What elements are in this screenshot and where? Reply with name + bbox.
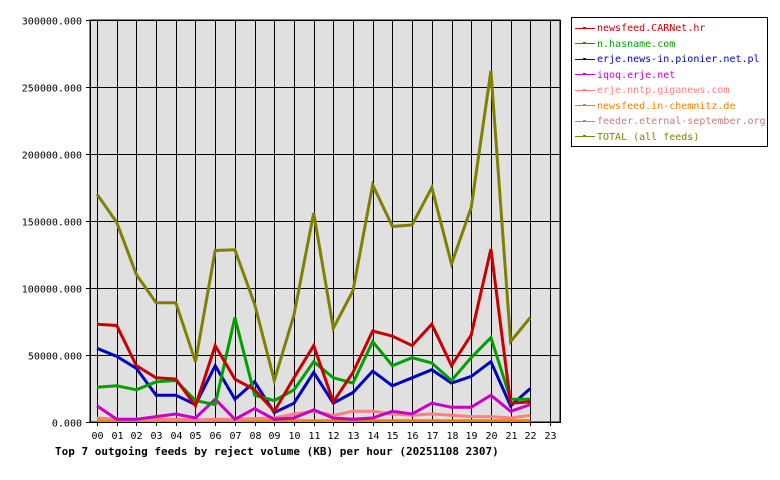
series-line — [95, 70, 532, 387]
plot-border — [90, 20, 561, 423]
legend-label: feeder.eternal-september.org — [597, 116, 766, 128]
y-tick-label: 300000.000 — [22, 17, 82, 28]
legend-line-icon — [575, 86, 595, 96]
legend-item: n.hasname.com — [575, 37, 767, 53]
legend-line-icon — [575, 24, 595, 34]
legend-item: iqoq.erje.net — [575, 68, 767, 84]
legend-label: erje.news-in.pionier.net.pl — [597, 54, 760, 66]
series-lines — [95, 70, 532, 423]
y-tick-label: 250000.000 — [22, 84, 82, 95]
x-tick-label: 06 — [209, 431, 221, 442]
x-tick-label: 16 — [406, 431, 418, 442]
series-line — [96, 317, 531, 407]
legend-label: n.hasname.com — [597, 38, 676, 50]
series-line — [96, 346, 532, 415]
y-tick-label: 0.000 — [52, 419, 82, 430]
legend-item: newsfeed.in-chemnitz.de — [575, 99, 767, 115]
x-tick-label: 03 — [150, 431, 162, 442]
x-tick-label: 01 — [111, 431, 123, 442]
legend-label: TOTAL (all feeds) — [597, 131, 700, 143]
x-tick-label: 04 — [170, 431, 182, 442]
series-line — [96, 248, 531, 414]
y-tick-label: 100000.000 — [22, 285, 82, 296]
series-line — [96, 393, 531, 422]
legend-label: erje.nntp.giganews.com — [597, 85, 730, 97]
x-tick-label: 07 — [229, 431, 241, 442]
y-tick-label: 150000.000 — [22, 218, 82, 229]
x-tick-label: 11 — [308, 431, 320, 442]
legend-item: erje.news-in.pionier.net.pl — [575, 52, 767, 68]
y-tick-label: 200000.000 — [22, 151, 82, 162]
legend-label: iqoq.erje.net — [597, 69, 676, 81]
legend-line-icon — [575, 55, 595, 65]
x-tick-label: 00 — [91, 431, 103, 442]
x-tick-label: 05 — [189, 431, 201, 442]
y-tick-label: 50000.000 — [28, 352, 82, 363]
x-tick-label: 12 — [327, 431, 339, 442]
x-axis: 00 01 02 03 04 05 06 07 08 09 10 11 12 13 14 15 16 17 18 19… — [91, 422, 557, 442]
x-tick-label: 14 — [367, 431, 379, 442]
x-tick-label: 19 — [465, 431, 477, 442]
legend-item: erje.nntp.giganews.com — [575, 83, 767, 99]
legend-item: feeder.eternal-september.org — [575, 114, 767, 130]
x-tick-label: 02 — [130, 431, 142, 442]
y-axis: 0.000 50000.000 100000.000 150000.000 200000… — [22, 17, 90, 430]
x-tick-label: 23 — [544, 431, 556, 442]
legend-line-icon — [575, 70, 595, 80]
legend-label: newsfeed.CARNet.hr — [597, 23, 706, 35]
legend-line-icon — [575, 117, 595, 127]
x-tick-label: 15 — [386, 431, 398, 442]
x-tick-label: 21 — [505, 431, 517, 442]
x-tick-label: 08 — [249, 431, 261, 442]
legend-label: newsfeed.in-chemnitz.de — [597, 100, 736, 112]
legend-line-icon — [575, 132, 595, 142]
x-tick-label: 20 — [485, 431, 497, 442]
x-tick-label: 10 — [288, 431, 300, 442]
x-tick-label: 09 — [268, 431, 280, 442]
legend-item: TOTAL (all feeds) — [575, 130, 767, 146]
chart-title: Top 7 outgoing feeds by reject volume (K… — [55, 445, 499, 458]
x-tick-label: 17 — [426, 431, 438, 442]
legend-line-icon — [575, 101, 595, 111]
x-tick-label: 13 — [347, 431, 359, 442]
legend-item: newsfeed.CARNet.hr — [575, 21, 767, 37]
grid-lines — [90, 20, 560, 422]
x-tick-label: 22 — [524, 431, 536, 442]
x-tick-label: 18 — [446, 431, 458, 442]
legend-line-icon — [575, 39, 595, 49]
legend: newsfeed.CARNet.hr n.hasname.com erje.news… — [571, 17, 768, 147]
